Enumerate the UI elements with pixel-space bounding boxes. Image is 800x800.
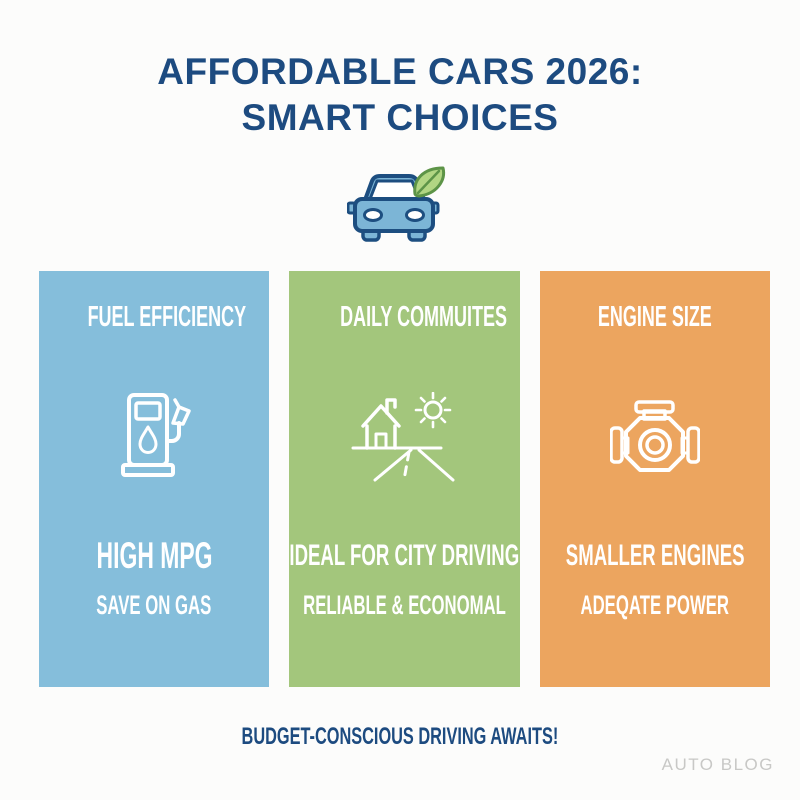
car-with-leaf-icon [0, 164, 800, 250]
tagline: BUDGET-CONSCIOUS DRIVING AWAITS! [241, 723, 559, 750]
column-subtext: ADEQATE POWER [580, 589, 730, 620]
engine-icon [540, 389, 770, 484]
watermark: AUTO BLOG [661, 755, 774, 774]
column-header: FUEL EFFICIENCY [87, 301, 247, 333]
fuel-pump-icon [39, 389, 269, 484]
title-line-1: AFFORDABLE CARS 2026: [157, 51, 643, 92]
column-subtext: RELIABLE & ECONOMAL [303, 589, 506, 620]
feature-columns: FUEL EFFICIENCY HIGH MPG SAVE ON GAS [39, 271, 770, 687]
car-with-leaf-svg [347, 166, 446, 242]
column-daily-commutes: DAILY COMMUITES [289, 271, 520, 687]
column-highlight: HIGH MPG [96, 535, 213, 576]
column-highlight: SMALLER ENGINES [565, 539, 745, 572]
column-header: ENGINE SIZE [597, 301, 712, 333]
column-fuel-efficiency: FUEL EFFICIENCY HIGH MPG SAVE ON GAS [39, 271, 270, 687]
title-line-2: SMART CHOICES [241, 97, 559, 138]
column-header: DAILY COMMUITES [340, 301, 508, 333]
column-highlight: IDEAL FOR CITY DRIVING [289, 539, 520, 572]
column-engine-size: ENGINE SIZE SMALLER ENGINES [539, 271, 770, 687]
page-title: AFFORDABLE CARS 2026: SMART CHOICES [0, 49, 800, 141]
column-subtext: SAVE ON GAS [96, 589, 212, 620]
house-road-sun-icon [289, 389, 519, 484]
